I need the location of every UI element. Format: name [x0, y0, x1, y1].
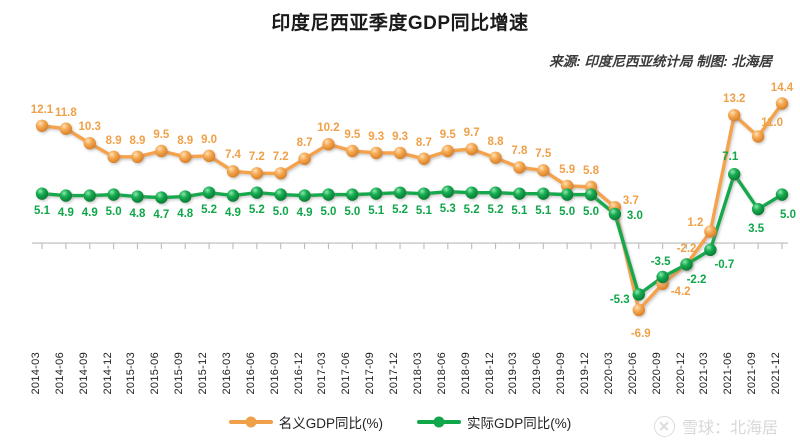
x-axis-tick-label: 2020-06: [626, 352, 639, 395]
watermark-text: 雪球：北海居: [681, 420, 778, 437]
legend-label-nominal: 名义GDP同比(%): [278, 416, 383, 431]
chart-source-note: 来源: 印度尼西亚统计局 制图: 北海居: [549, 54, 772, 69]
legend-dot-real: [433, 416, 445, 428]
series-markers: [35, 97, 789, 317]
x-axis-tick-label: 2015-06: [149, 352, 162, 395]
x-axis-tick-label: 2016-06: [244, 352, 257, 395]
x-axis-tick-label: 2016-09: [268, 352, 281, 395]
x-axis-tick-label: 2018-09: [459, 352, 472, 395]
x-axis-tick-label: 2020-12: [674, 352, 687, 395]
xueqiu-logo-icon: [653, 415, 675, 437]
x-axis-tick-label: 2014-03: [30, 352, 42, 395]
legend-label-real: 实际GDP同比(%): [467, 416, 572, 431]
x-axis-tick-label: 2016-03: [220, 352, 233, 395]
x-axis-tick-label: 2017-06: [340, 352, 353, 395]
x-axis-tick-label: 2019-06: [531, 352, 544, 395]
x-axis-tick-label: 2021-09: [746, 352, 759, 395]
x-axis-tick-label: 2018-06: [435, 352, 448, 395]
x-axis-tick-label: 2018-12: [483, 352, 496, 395]
series-lines: [40, 101, 784, 312]
x-axis-tick-label: 2015-09: [173, 352, 186, 395]
x-axis-tick-label: 2021-12: [770, 352, 782, 395]
legend-dot-nominal: [245, 416, 257, 428]
x-axis-tick-label: 2017-09: [364, 352, 377, 395]
x-axis-tick-label: 2019-12: [579, 352, 592, 395]
legend-swatch-nominal: [228, 416, 273, 428]
x-axis-tick-label: 2014-12: [101, 352, 114, 395]
x-axis-tick-label: 2018-03: [411, 352, 424, 395]
x-axis-tick-label: 2019-09: [555, 352, 568, 395]
page-title: 印度尼西亚季度GDP同比增速: [271, 13, 529, 34]
x-axis-tick-label: 2019-03: [507, 352, 520, 395]
x-axis-tick-label: 2021-06: [722, 352, 735, 395]
zero-axis: [32, 242, 788, 250]
x-axis-tick-label: 2014-09: [77, 352, 90, 395]
x-axis-tick-label: 2020-09: [650, 352, 663, 395]
watermark: 雪球：北海居: [653, 414, 778, 438]
x-axis-tick-label: 2017-03: [316, 352, 329, 395]
legend-item-real[interactable]: 实际GDP同比(%): [417, 412, 571, 432]
x-axis-tick-label: 2016-12: [292, 352, 305, 395]
legend-swatch-real: [417, 416, 461, 428]
x-axis-tick-label: 2017-12: [388, 352, 401, 395]
x-axis-tick-label: 2020-03: [602, 352, 615, 395]
x-axis-tick-label: 2015-12: [197, 352, 210, 395]
legend-item-nominal[interactable]: 名义GDP同比(%): [228, 412, 383, 432]
x-axis-tick-label: 2015-03: [125, 352, 138, 395]
chart-legend: 名义GDP同比(%) 实际GDP同比(%): [0, 412, 800, 432]
x-axis-tick-label: 2021-03: [698, 352, 711, 395]
x-axis-tick-label: 2014-06: [53, 352, 66, 395]
